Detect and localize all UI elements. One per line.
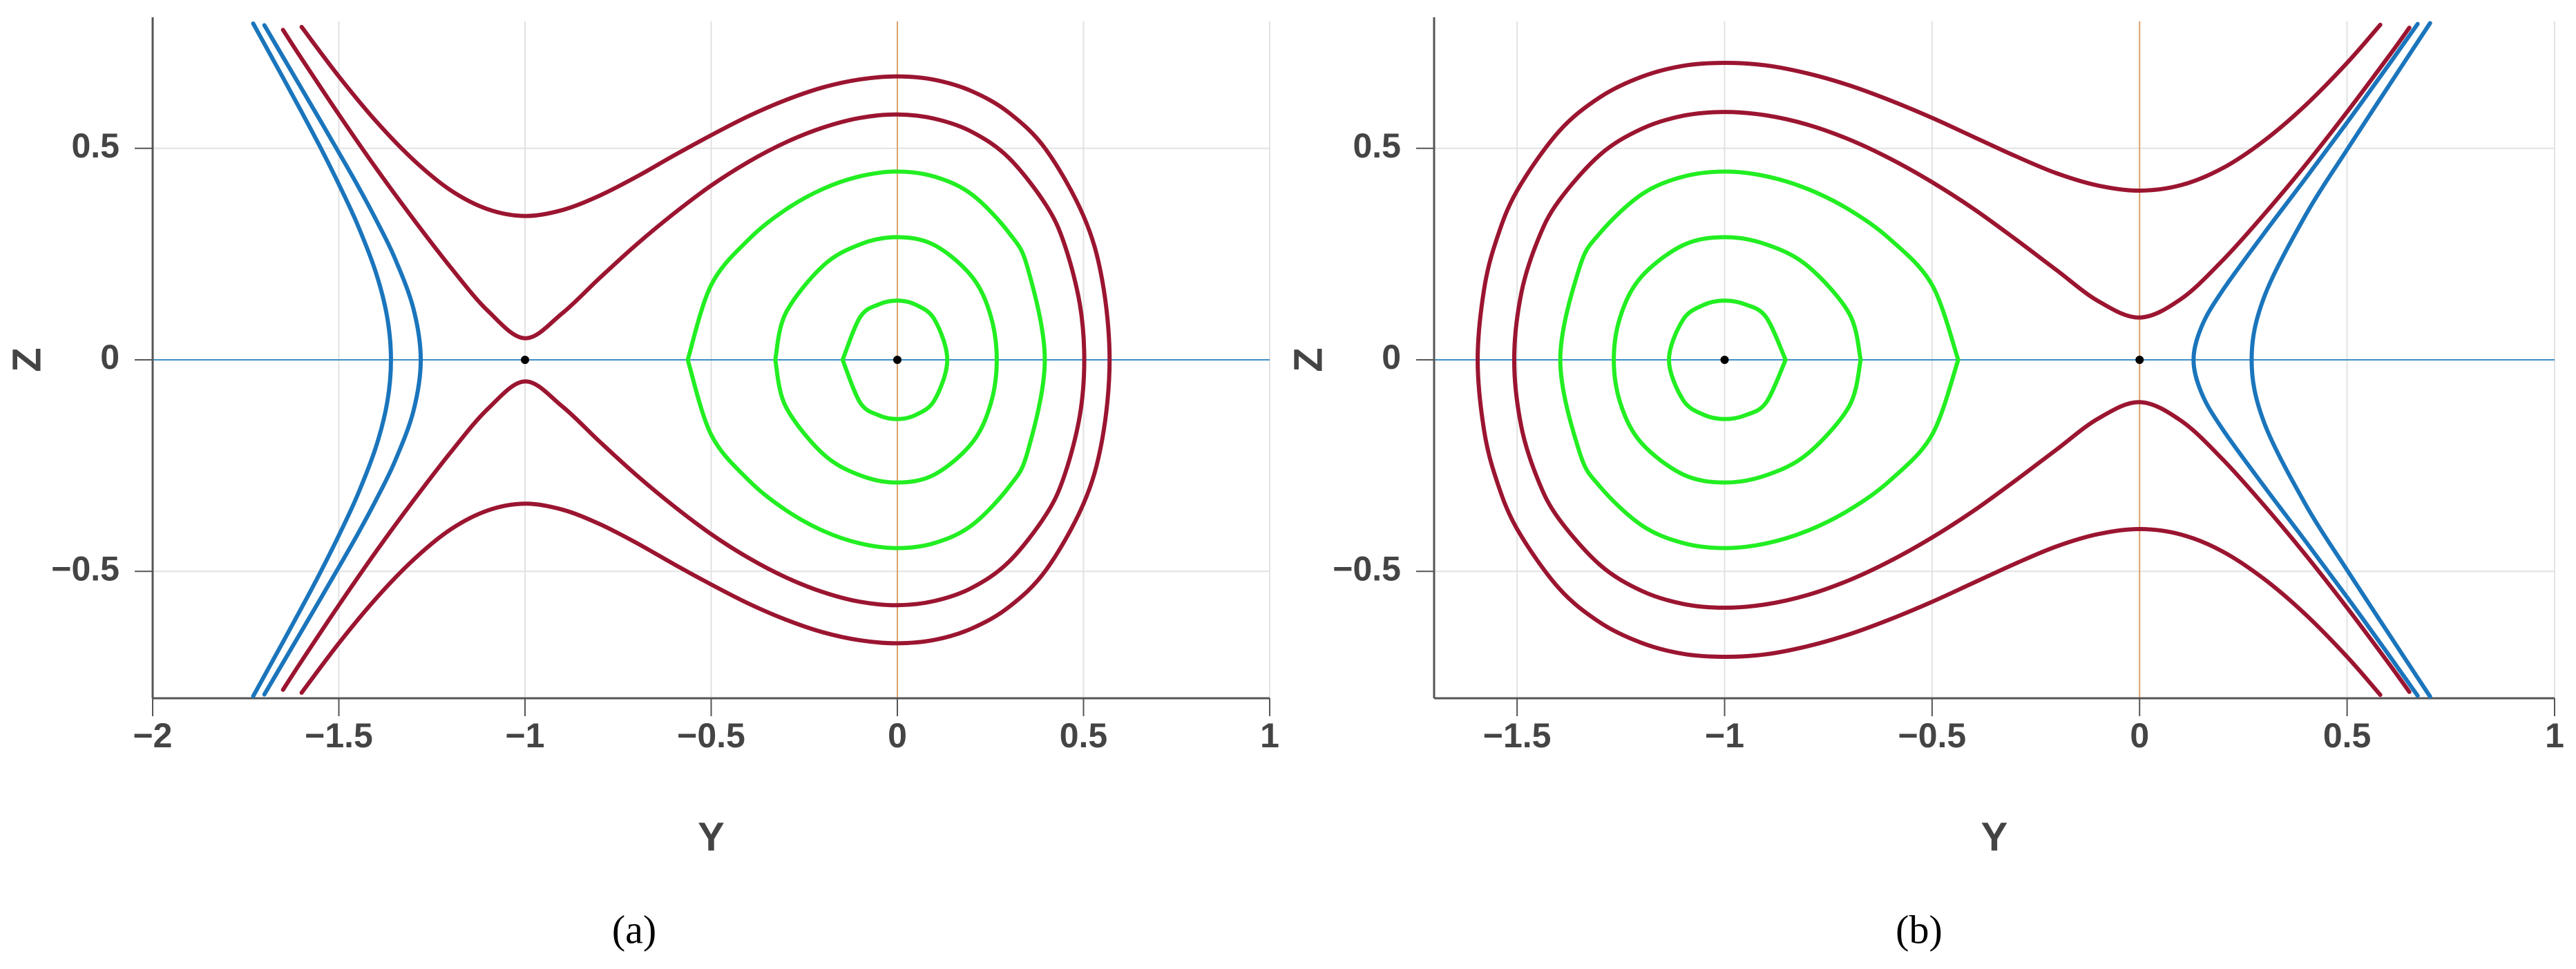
curve xyxy=(262,23,423,697)
y-tick-label: 0 xyxy=(100,338,120,376)
y-tick-label: −0.5 xyxy=(51,549,120,588)
equilibrium-point xyxy=(893,356,901,364)
y-axis-title: Z xyxy=(4,347,49,372)
x-tick-label: 0.5 xyxy=(1060,716,1108,755)
curve xyxy=(299,24,1112,695)
x-tick-label: 0 xyxy=(888,716,907,755)
x-tick-label: −1.5 xyxy=(305,716,373,755)
x-tick-label: −1.5 xyxy=(1483,716,1552,755)
x-tick-label: −0.5 xyxy=(1898,716,1967,755)
equilibrium-point xyxy=(521,356,529,364)
curve xyxy=(685,169,1047,550)
curve xyxy=(1558,169,1960,550)
curve xyxy=(1476,22,2383,698)
caption: (a) xyxy=(612,907,656,952)
caption: (b) xyxy=(1896,907,1943,952)
x-tick-label: −1 xyxy=(505,716,544,755)
x-axis-title: Y xyxy=(698,814,725,859)
curve xyxy=(840,298,950,421)
y-tick-label: 0.5 xyxy=(1353,126,1401,165)
y-axis-title: Z xyxy=(1286,347,1330,372)
equilibrium-point xyxy=(2135,356,2144,364)
x-tick-label: 1 xyxy=(2545,716,2564,755)
curve xyxy=(1667,298,1788,421)
curve xyxy=(773,235,999,485)
x-tick-label: −2 xyxy=(133,716,172,755)
x-tick-label: 0 xyxy=(2130,716,2149,755)
y-tick-label: 0 xyxy=(1382,338,1401,376)
curve xyxy=(2191,21,2420,698)
x-axis-title: Y xyxy=(1981,814,2008,859)
curve xyxy=(1612,235,1863,485)
x-tick-label: 0.5 xyxy=(2323,716,2372,755)
x-tick-label: −1 xyxy=(1705,716,1744,755)
y-tick-label: 0.5 xyxy=(71,126,120,165)
y-tick-label: −0.5 xyxy=(1333,549,1401,588)
curve xyxy=(251,21,393,698)
x-tick-label: −0.5 xyxy=(677,716,745,755)
curve xyxy=(1511,26,2412,694)
curve xyxy=(2249,21,2432,699)
x-tick-label: 1 xyxy=(1260,716,1279,755)
equilibrium-point xyxy=(1720,356,1729,364)
curve xyxy=(280,28,1087,692)
